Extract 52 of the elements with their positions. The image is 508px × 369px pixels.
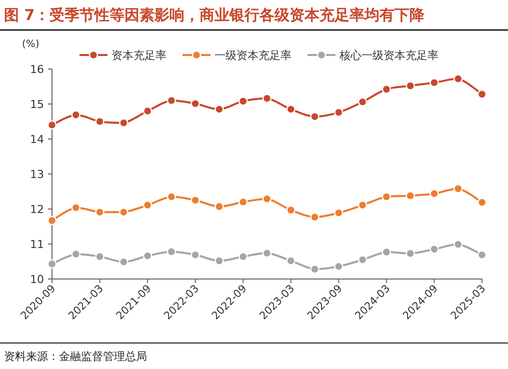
y-tick-label: 11 (30, 238, 44, 251)
point (190, 196, 200, 205)
point (47, 216, 57, 226)
chart-title: 图 7：受季节性等因素影响，商业银行各级资本充足率均有下降 (4, 6, 426, 24)
point (214, 256, 224, 266)
y-tick-label: 15 (30, 98, 44, 111)
point (286, 205, 296, 215)
point (262, 94, 272, 103)
y-tick-label: 13 (30, 168, 44, 181)
point (310, 212, 320, 222)
point (214, 104, 224, 114)
text: 资料来源：金融监督管理总局 (4, 350, 147, 363)
point (477, 90, 487, 99)
y-tick-label: 14 (30, 133, 44, 146)
point (95, 116, 104, 126)
point (358, 200, 368, 210)
y-tick-label: 12 (30, 203, 44, 216)
y-tick-label: 10 (30, 273, 44, 286)
point (238, 96, 248, 106)
point (286, 104, 296, 114)
legend-label: 一级资本充足率 (214, 49, 292, 62)
point (310, 264, 320, 274)
point (214, 202, 224, 212)
legend-label: 核心一级资本充足率 (338, 49, 438, 62)
point (47, 120, 57, 130)
point (406, 191, 415, 200)
point (382, 192, 392, 202)
point (382, 247, 392, 257)
y-tick-label: 16 (30, 63, 44, 76)
point (238, 197, 248, 207)
point (142, 106, 152, 116)
point (262, 194, 272, 204)
point (358, 255, 368, 264)
point (166, 192, 176, 202)
point (286, 256, 296, 266)
point (430, 244, 439, 254)
y-axis-title: (%) (22, 39, 40, 50)
point (454, 74, 463, 84)
point (382, 84, 392, 94)
point (142, 200, 152, 210)
point (358, 97, 368, 106)
legend-label: 资本充足率 (112, 49, 166, 62)
point (477, 198, 487, 207)
point (454, 184, 463, 194)
point (477, 250, 487, 260)
point (406, 81, 415, 90)
point (142, 251, 152, 260)
point (166, 247, 176, 256)
point (406, 248, 415, 258)
point (166, 96, 176, 106)
point (47, 259, 57, 269)
point (262, 248, 272, 258)
